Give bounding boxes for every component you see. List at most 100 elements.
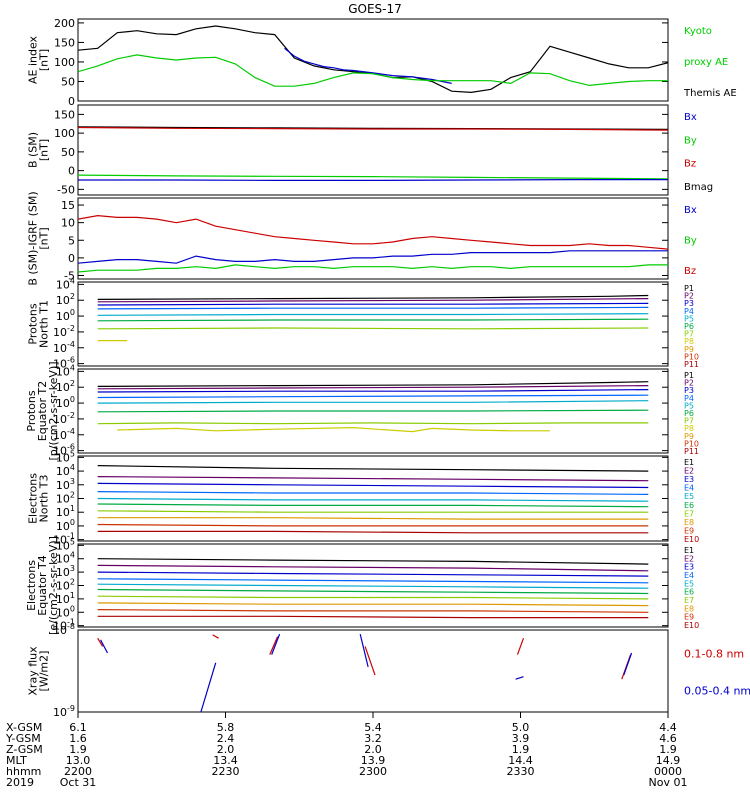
legend-entry: E10 <box>684 535 699 544</box>
legend-entry: E9 <box>684 526 694 535</box>
series-line <box>97 578 649 584</box>
legend-entry: E1 <box>684 546 694 555</box>
series-line <box>97 615 649 619</box>
legend-entry: P2 <box>684 379 694 388</box>
series-line <box>97 482 649 489</box>
legend-entry: P4 <box>684 307 694 316</box>
legend-entry: P6 <box>684 409 694 418</box>
y-axis-label-line: [e/(cm2-s-sr-keV)] <box>47 536 60 635</box>
legend-entry: P10 <box>684 352 699 361</box>
x-row-value: 1.9 <box>69 743 87 756</box>
legend-entry: P2 <box>684 292 694 301</box>
series-line <box>97 564 649 572</box>
y-axis-label-line: [nT] <box>38 139 51 161</box>
legend-entry: 0.05-0.4 nm <box>684 685 750 698</box>
y-axis-label: ProtonsNorth T1 <box>27 300 51 348</box>
y-axis-label: Xray flux[W/m2] <box>27 646 51 696</box>
x-row-value: 3.2 <box>364 732 382 745</box>
x-row-value: 13.9 <box>361 754 386 767</box>
y-axis-label: B (SM)[nT] <box>27 132 51 168</box>
series-line <box>78 174 668 180</box>
legend-entry: P9 <box>684 432 694 441</box>
series-line <box>97 497 649 502</box>
y-tick-label: 100 <box>56 308 75 323</box>
y-axis-label: ElectronsNorth T3 <box>27 473 51 524</box>
x-row-value: 5.4 <box>364 721 382 734</box>
legend-entry: E6 <box>684 501 694 510</box>
y-tick-label: 5 <box>68 234 75 247</box>
y-tick-label: 10 <box>61 217 75 230</box>
panel-frame <box>77 18 669 102</box>
series-line <box>78 126 668 131</box>
y-tick-label: 10-9 <box>53 704 75 719</box>
legend-entry: P10 <box>684 439 699 448</box>
y-tick-label: 15 <box>61 199 75 212</box>
x-row-value: 2230 <box>212 765 240 778</box>
legend-entry: Bmag <box>684 182 713 193</box>
series-line <box>97 327 649 330</box>
series-line <box>78 214 668 250</box>
x-row-label: MLT <box>6 754 27 767</box>
legend-entry: P6 <box>684 322 694 331</box>
series-line <box>100 639 109 654</box>
series-line <box>97 381 649 387</box>
y-tick-label: 100 <box>54 56 75 69</box>
x-row-value: 5.0 <box>512 721 530 734</box>
y-tick-label: 100 <box>54 127 75 140</box>
y-tick-label: 102 <box>56 292 75 307</box>
legend-entry: P9 <box>684 345 694 354</box>
y-axis-label: B (SM)-IGRF (SM)[nT] <box>27 191 51 285</box>
legend-entry: P1 <box>684 284 694 293</box>
legend-entry: Kyoto <box>684 26 712 37</box>
y-tick-label: 10-8 <box>53 622 75 637</box>
legend-entry: P8 <box>684 337 694 346</box>
series-line <box>515 676 524 680</box>
series-group <box>78 25 668 94</box>
series-line <box>97 491 649 495</box>
y-axis-label-line: North T3 <box>38 475 51 523</box>
series-line <box>623 652 633 676</box>
series-line <box>78 54 668 87</box>
x-row-value: 2330 <box>507 765 535 778</box>
legend-entry: proxy AE <box>684 57 728 68</box>
series-line <box>97 476 649 482</box>
series-line <box>97 465 649 472</box>
x-row-value: 6.1 <box>69 721 87 734</box>
y-axis-label-line: [nT] <box>38 49 51 71</box>
panel-frame <box>77 104 669 196</box>
series-group <box>78 126 668 181</box>
legend-entry: P11 <box>684 447 699 456</box>
series-group <box>97 465 649 534</box>
series-line <box>97 530 649 534</box>
legend-entry: E9 <box>684 613 694 622</box>
series-line <box>117 426 550 433</box>
x-row-value: 2200 <box>64 765 92 778</box>
y-tick-label: 0 <box>68 165 75 178</box>
legend-entry: Bx <box>684 205 697 216</box>
legend-entry: P3 <box>684 299 694 308</box>
legend-entry: P5 <box>684 314 694 323</box>
panel-frame <box>77 281 669 367</box>
y-tick-label: 10-4 <box>53 340 75 355</box>
y-tick-label: 104 <box>56 276 75 291</box>
legend-entry: E7 <box>684 596 694 605</box>
legend-entry: E3 <box>684 563 694 572</box>
legend: Bx By Bz Bmag <box>684 112 713 193</box>
x-row-label: Y-GSM <box>5 732 41 745</box>
series-line <box>97 558 649 565</box>
legend-entry: P5 <box>684 401 694 410</box>
series-line <box>97 510 649 513</box>
y-tick-label: 0 <box>68 95 75 108</box>
series-line <box>97 608 649 613</box>
x-row-value: 2300 <box>359 765 387 778</box>
legend-entry: E5 <box>684 579 694 588</box>
x-row-label: X-GSM <box>6 721 42 734</box>
panel-bigrf: -5 0 5 10 15 B (SM)-IGRF (SM)[nT] Bx By Bz <box>27 191 697 285</box>
y-axis-label-line: Protons <box>27 303 40 344</box>
series-line <box>97 294 649 300</box>
